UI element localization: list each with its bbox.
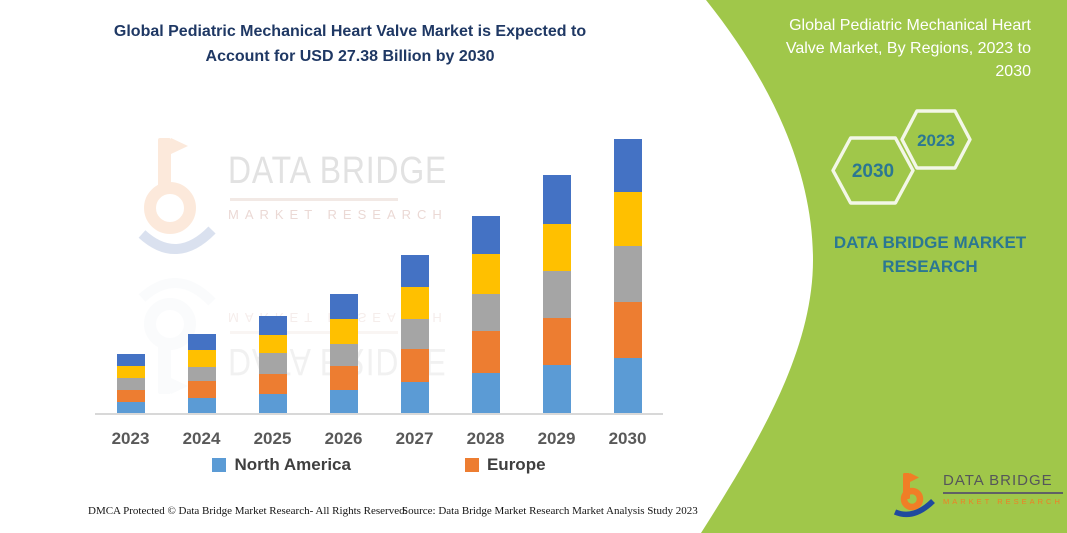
bar-segment (187, 334, 216, 350)
page-title: Global Pediatric Mechanical Heart Valve … (70, 19, 630, 69)
bar-segment (613, 139, 642, 192)
hexagon-2023 (900, 109, 972, 170)
bar-segment (542, 365, 571, 413)
x-tick-2028: 2028 (466, 429, 505, 448)
legend-label: Europe (486, 455, 546, 474)
panel-title-line2: Valve Market, By Regions, 2023 to (785, 40, 1031, 57)
panel-brand-caption: DATA BRIDGE MARKET RESEARCH (828, 231, 1032, 279)
bar-segment (613, 302, 642, 358)
bar-2030 (613, 139, 642, 413)
bar-2027 (400, 255, 429, 413)
bar-segment (471, 294, 500, 331)
x-tick-2027: 2027 (395, 429, 434, 448)
bar-segment (116, 366, 145, 378)
panel-title-line1: Global Pediatric Mechanical Heart (789, 17, 1031, 34)
bar-segment (542, 224, 571, 271)
panel-brand-line2: RESEARCH (882, 257, 978, 276)
bar-segment (258, 374, 287, 394)
databridge-logo-icon (893, 473, 935, 518)
bar-segment (187, 350, 216, 367)
bar-segment (329, 344, 358, 366)
bar-segment (329, 319, 358, 344)
bar-segment (471, 216, 500, 254)
bar-segment (116, 402, 145, 413)
databridge-logo: DATA BRIDGE MARKET RESEARCH (893, 472, 1063, 518)
panel-brand-line1: DATA BRIDGE MARKET (833, 233, 1027, 252)
bar-segment (542, 271, 571, 318)
panel-title-line3: 2030 (995, 63, 1031, 80)
bar-2023 (116, 354, 145, 413)
page-title-line1: Global Pediatric Mechanical Heart Valve … (113, 23, 587, 40)
x-tick-2030: 2030 (608, 429, 647, 448)
bar-segment (471, 331, 500, 373)
x-tick-2023: 2023 (111, 429, 150, 448)
bar-segment (258, 316, 287, 335)
bar-segment (613, 192, 642, 246)
x-axis-labels: 2023 2024 2025 2026 2027 2028 2029 2030 (95, 429, 663, 449)
bar-2025 (258, 316, 287, 413)
bar-2024 (187, 334, 216, 413)
x-axis-line (95, 413, 663, 415)
panel-title: Global Pediatric Mechanical Heart Valve … (731, 14, 1031, 83)
bar-segment (471, 373, 500, 413)
bar-2026 (329, 294, 358, 413)
bar-segment (116, 390, 145, 402)
bar-segment (258, 335, 287, 353)
bar-segment (400, 287, 429, 319)
page-title-line2: Account for USD 27.38 Billion by 2030 (205, 48, 495, 65)
x-tick-2026: 2026 (324, 429, 363, 448)
bar-segment (613, 358, 642, 413)
legend-item: Europe (464, 455, 546, 475)
legend-swatch-icon (464, 458, 479, 472)
hexagon-2030-label: 2030 (852, 161, 894, 182)
bar-chart (95, 120, 663, 413)
green-panel-path (701, 0, 1067, 533)
bar-segment (400, 382, 429, 413)
bar-segment (613, 246, 642, 302)
bar-segment (187, 398, 216, 413)
databridge-logo-text: DATA BRIDGE MARKET RESEARCH (943, 472, 1063, 506)
bar-segment (187, 381, 216, 398)
hexagon-2030 (831, 136, 915, 205)
bar-segment (116, 354, 145, 366)
hexagon-badges: 2030 2023 (831, 109, 972, 205)
bar-segment (471, 254, 500, 294)
bar-2029 (542, 175, 571, 413)
legend-swatch-icon (212, 458, 227, 472)
bar-segment (400, 319, 429, 349)
bar-segment (542, 318, 571, 365)
x-tick-2029: 2029 (537, 429, 576, 448)
bar-segment (400, 349, 429, 382)
hexagon-2023-label: 2023 (917, 131, 955, 150)
x-tick-2025: 2025 (253, 429, 292, 448)
bar-segment (329, 366, 358, 390)
bar-segment (116, 378, 145, 390)
bar-segment (258, 394, 287, 413)
footer-source-text: Source: Data Bridge Market Research Mark… (402, 505, 698, 517)
bar-segment (329, 390, 358, 413)
legend-label: North America (234, 455, 351, 474)
legend-item: North America (212, 455, 351, 475)
databridge-logo-name: DATA BRIDGE (943, 472, 1063, 494)
bar-segment (542, 175, 571, 224)
databridge-logo-sub: MARKET RESEARCH (943, 497, 1063, 506)
chart-legend: North America Europe (95, 455, 663, 475)
bar-segment (187, 367, 216, 381)
bar-segment (329, 294, 358, 319)
bar-segment (258, 353, 287, 374)
footer-dmca-text: DMCA Protected © Data Bridge Market Rese… (88, 505, 408, 517)
bar-segment (400, 255, 429, 287)
x-tick-2024: 2024 (182, 429, 221, 448)
bar-2028 (471, 216, 500, 413)
